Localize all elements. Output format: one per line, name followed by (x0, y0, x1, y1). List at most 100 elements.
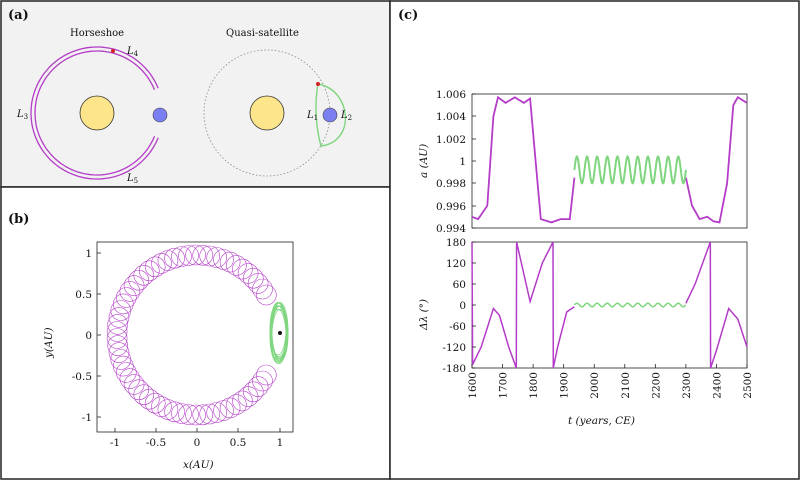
horseshoe-loop (107, 314, 128, 335)
horseshoe-loop (226, 255, 247, 276)
horseshoe-loop (119, 368, 141, 389)
object-marker (111, 49, 115, 53)
horseshoe-loop (237, 263, 259, 284)
panel-c-top-ytick-label: 0.996 (436, 201, 466, 213)
delta-lambda-horseshoe-2 (685, 241, 748, 369)
panel-b-axes (96, 241, 294, 433)
panel-c-xtick-label: 1800 (528, 372, 540, 399)
earth-point (278, 331, 282, 335)
horseshoe-loop (164, 401, 185, 423)
delta-lambda-horseshoe-1 (471, 241, 575, 369)
horseshoe-orbit-outer (30, 46, 159, 180)
panel-c-label: (c) (398, 8, 418, 23)
quasi-satellite-title: Quasi-satellite (226, 28, 299, 39)
panel-c-xlabel: t (years, CE) (568, 415, 635, 427)
panel-c-top-ytick-label: 1.004 (436, 111, 466, 123)
horseshoe-loop (247, 376, 269, 397)
horseshoe-loop (243, 381, 264, 403)
panel-b-xtick-label: 0.5 (230, 437, 247, 449)
panel-c-top-ytick-label: 0.994 (436, 223, 466, 235)
horseshoe-loop (157, 250, 179, 271)
horseshoe-loop (171, 403, 192, 424)
horseshoe-loop (133, 384, 155, 406)
panel-c-xtick-label: 1700 (498, 372, 510, 399)
horseshoe-loop (116, 362, 137, 383)
panel-c-top-ytick-label: 1.006 (436, 89, 466, 101)
horseshoe-loop (178, 245, 199, 266)
panel-c-xtick-label: 2100 (620, 372, 632, 399)
horseshoe-loop (144, 392, 166, 414)
horseshoe-loop (119, 281, 141, 302)
horseshoe-loop (199, 403, 220, 425)
panel-c-bottom-ylabel: Δλ (°) (418, 299, 430, 331)
panel-b-xtick-label: -0.5 (146, 437, 166, 449)
horseshoe-loop (219, 397, 241, 419)
horseshoe-loop (151, 253, 172, 274)
panel-c-ticks: 1.006 1.004 1.002 1 0.998 0.996 0.994 180 120 60 0… (436, 89, 754, 399)
earth-icon-2 (322, 107, 338, 123)
sun-icon-2 (249, 95, 285, 131)
panel-b-ytick-label: 0.5 (75, 289, 92, 301)
semimajor-axis-horseshoe-2 (685, 96, 748, 224)
horseshoe-loop (185, 404, 206, 426)
horseshoe-loop (252, 278, 273, 300)
point-L3: L3 (16, 109, 28, 121)
quasi-satellite-loop (269, 308, 287, 364)
horseshoe-loop (232, 258, 253, 280)
panel-c-xtick-label: 2500 (742, 372, 754, 399)
quasi-satellite-orbit (315, 83, 347, 147)
panel-b-ytick-label: 1 (85, 248, 92, 260)
horseshoe-loop (108, 342, 130, 363)
horseshoe-title: Horseshoe (70, 28, 124, 39)
panel-c-bottom-ytick-label: -60 (449, 321, 466, 333)
horseshoe-loop (139, 260, 160, 282)
horseshoe-loop (171, 246, 192, 267)
horseshoe-loop (178, 404, 199, 425)
horseshoe-loop (255, 364, 277, 386)
point-L1: L1 (306, 110, 318, 122)
horseshoe-loop (106, 321, 128, 342)
panel-c-bottom-ytick-label: 60 (453, 279, 466, 291)
horseshoe-loop (139, 388, 160, 410)
horseshoe-loop (116, 287, 137, 308)
semimajor-axis-quasi (573, 155, 687, 185)
panel-b-ytick-label: 0 (85, 330, 92, 342)
horseshoe-loop (226, 394, 247, 415)
panel-a-label: (a) (8, 8, 29, 23)
panel-c-xtick-label: 2200 (650, 372, 662, 399)
horseshoe-loop (107, 335, 128, 356)
horseshoe-loop (232, 390, 253, 412)
panel-b-ticks: -1 -0.5 0 0.5 1 1 0.5 0 -0.5 -1 (72, 248, 284, 449)
horseshoe-loop (185, 244, 206, 266)
horseshoe-loop (243, 267, 264, 289)
panel-c-bottom-ytick-label: 0 (459, 300, 466, 312)
panel-c-bottom-ytick-label: -180 (442, 363, 466, 375)
panel-b-xtick-label: -1 (110, 437, 120, 449)
horseshoe-orbit-inner (34, 50, 156, 176)
panel-c-bottom-ytick-label: 120 (446, 258, 466, 270)
panel-c-bottom-ytick-label: -120 (442, 342, 466, 354)
earth-icon (152, 107, 168, 123)
quasi-satellite-loops (269, 301, 289, 365)
horseshoe-loop (108, 307, 130, 328)
horseshoe-loop (252, 370, 273, 392)
horseshoe-loop (144, 256, 166, 278)
horseshoe-loop (192, 404, 213, 426)
panel-c-xtick-label: 2300 (681, 372, 693, 399)
horseshoe-loop (113, 355, 134, 377)
panel-c-bottom-ytick-label: 180 (446, 237, 466, 249)
horseshoe-loop (128, 379, 149, 401)
horseshoe-loop (206, 402, 227, 423)
horseshoe-diagram: L3 L4 L5 (16, 46, 168, 185)
panel-b-label: (b) (8, 212, 29, 227)
horseshoe-loop (123, 275, 145, 296)
panel-b-ytick-label: -1 (82, 412, 92, 424)
panel-c-frame (389, 0, 800, 480)
horseshoe-loop (106, 328, 128, 349)
delta-lambda-quasi (573, 302, 687, 308)
horseshoe-loop (192, 244, 213, 266)
horseshoe-loop (255, 284, 277, 306)
point-L4: L4 (126, 46, 139, 58)
quasi-satellite-loop (270, 305, 288, 365)
